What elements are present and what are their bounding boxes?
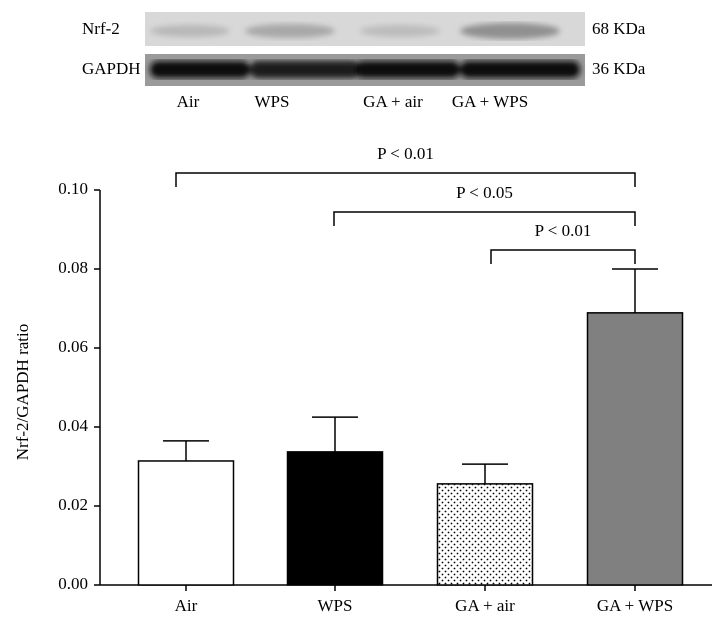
x-tick-label: Air [175, 596, 198, 615]
blot-row-label: GAPDH [82, 59, 141, 78]
bar [286, 451, 384, 586]
blot-bands [150, 23, 560, 39]
y-axis-label: Nrf-2/GAPDH ratio [13, 324, 32, 460]
y-tick-label: 0.04 [58, 416, 88, 435]
blot-lane-label: Air [177, 92, 200, 111]
x-tick-label: WPS [318, 596, 353, 615]
blot-weight: 68 KDa [592, 19, 646, 38]
blot-bands [150, 61, 580, 78]
significance-bracket [333, 211, 636, 226]
significance-label: P < 0.01 [535, 221, 592, 240]
y-tick-label: 0.06 [58, 337, 88, 356]
y-tick-label: 0.00 [58, 574, 88, 593]
blot-weight: 36 KDa [592, 59, 646, 78]
bar [436, 483, 534, 586]
x-tick-label: GA + air [455, 596, 515, 615]
y-tick-label: 0.10 [58, 179, 88, 198]
blot-lane-label: WPS [255, 92, 290, 111]
blot-row-label: Nrf-2 [82, 19, 120, 38]
western-blot: Nrf-2 GAPDH 68 KDa 36 KDa Air WPS GA + a… [82, 12, 646, 111]
significance-label: P < 0.01 [377, 144, 434, 163]
bar [137, 460, 235, 586]
x-tick-label: GA + WPS [597, 596, 673, 615]
y-tick-label: 0.02 [58, 495, 88, 514]
significance-bracket [490, 249, 636, 264]
y-tick-label: 0.08 [58, 258, 88, 277]
blot-lane-label: GA + air [363, 92, 423, 111]
significance-bracket [175, 172, 636, 187]
significance-label: P < 0.05 [456, 183, 513, 202]
blot-lane-label: GA + WPS [452, 92, 528, 111]
bar [586, 312, 684, 586]
